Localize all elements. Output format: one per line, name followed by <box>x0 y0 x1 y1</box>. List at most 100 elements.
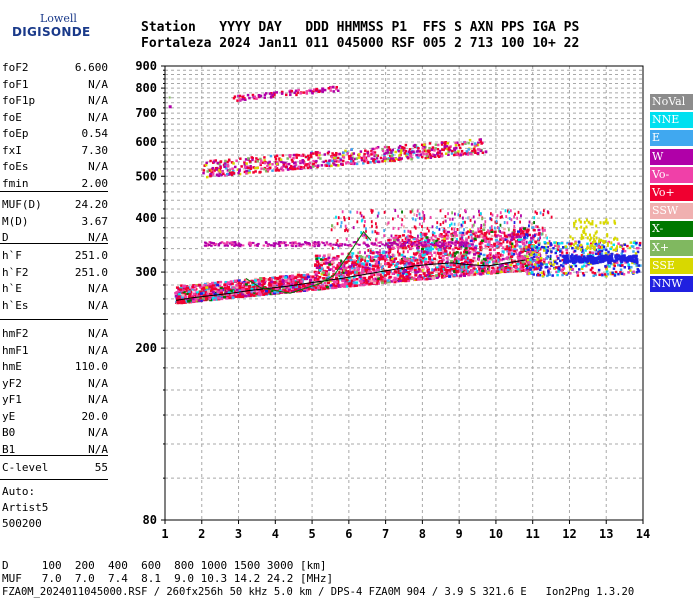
echo-point <box>391 148 395 152</box>
echo-point <box>569 235 572 239</box>
echo-point <box>574 264 578 268</box>
echo-point <box>294 281 298 285</box>
echo-point <box>496 266 499 270</box>
echo-point <box>517 256 521 260</box>
echo-point <box>439 252 442 256</box>
param-name: yF2 <box>2 376 22 390</box>
echo-point <box>409 247 413 250</box>
param-value: 3.67 <box>81 214 109 228</box>
echo-point <box>481 151 485 154</box>
echo-point <box>534 259 537 262</box>
echo-point <box>376 275 380 279</box>
echo-point <box>284 279 288 282</box>
echo-point <box>261 280 265 283</box>
echo-point <box>240 295 244 299</box>
echo-point <box>454 141 457 145</box>
echo-point <box>444 215 447 219</box>
echo-point <box>453 222 456 226</box>
echo-point <box>469 239 473 243</box>
echo-point <box>542 261 546 264</box>
echo-point <box>247 294 251 297</box>
echo-point <box>512 264 516 268</box>
echo-point <box>628 258 632 262</box>
echo-point <box>431 238 435 242</box>
echo-point <box>256 158 260 162</box>
echo-point <box>380 254 383 258</box>
echo-point <box>587 253 590 256</box>
echo-point <box>369 160 372 164</box>
echo-point <box>312 284 316 288</box>
echo-point <box>241 293 245 296</box>
echo-point <box>439 270 443 273</box>
echo-point <box>468 138 472 142</box>
echo-point <box>234 242 237 245</box>
echo-point <box>443 145 446 149</box>
echo-point <box>370 259 374 263</box>
echo-point <box>502 250 505 254</box>
echo-point <box>459 153 462 157</box>
echo-point <box>375 225 378 229</box>
echo-point <box>531 248 535 252</box>
echo-point <box>305 277 309 281</box>
echo-point <box>471 237 475 241</box>
echo-point <box>610 246 614 249</box>
echo-point <box>377 241 380 244</box>
echo-point <box>316 151 320 154</box>
echo-point <box>250 287 254 291</box>
echo-point <box>317 241 320 244</box>
y-tick-label: 80 <box>143 513 157 527</box>
echo-point <box>449 268 451 272</box>
echo-point <box>347 270 350 274</box>
echo-point <box>413 259 417 262</box>
echo-point <box>208 169 211 172</box>
echo-point <box>544 266 548 269</box>
echo-point <box>512 237 516 241</box>
echo-point <box>448 146 451 150</box>
echo-point <box>408 276 412 280</box>
echo-point <box>519 267 523 271</box>
echo-point <box>597 250 600 254</box>
echo-point <box>466 153 470 156</box>
echo-point <box>433 263 437 267</box>
echo-point <box>428 247 432 250</box>
echo-point <box>439 222 442 226</box>
echo-point <box>459 274 463 277</box>
echo-point <box>450 267 454 271</box>
echo-point <box>350 277 354 280</box>
echo-point <box>605 258 609 262</box>
echo-point <box>251 93 255 97</box>
echo-point <box>530 239 533 243</box>
echo-point <box>295 93 298 97</box>
echo-point <box>291 279 295 282</box>
echo-point <box>477 265 481 268</box>
echo-point <box>334 274 338 277</box>
echo-point <box>533 221 535 225</box>
echo-point <box>335 85 339 89</box>
echo-point <box>291 167 294 171</box>
echo-point <box>237 171 240 175</box>
echo-point <box>224 159 227 163</box>
echo-point <box>466 231 468 235</box>
echo-point <box>558 242 561 245</box>
echo-point <box>466 249 470 252</box>
echo-point <box>253 279 257 282</box>
echo-point <box>291 286 295 289</box>
echo-point <box>338 270 341 274</box>
echo-point <box>607 256 611 260</box>
echo-point <box>334 284 338 288</box>
echo-point <box>337 160 341 163</box>
echo-point <box>214 242 217 245</box>
echo-point <box>335 276 339 280</box>
echo-point <box>367 271 371 275</box>
echo-point <box>327 162 331 165</box>
echo-point <box>254 170 257 173</box>
echo-point <box>536 258 539 261</box>
echo-point <box>574 255 578 259</box>
echo-point <box>496 234 500 237</box>
echo-point <box>519 227 523 230</box>
echo-point <box>544 228 546 232</box>
echo-point <box>409 256 413 259</box>
echo-point <box>384 251 388 254</box>
echo-point <box>488 252 492 255</box>
x-tick-label: 6 <box>345 527 352 541</box>
